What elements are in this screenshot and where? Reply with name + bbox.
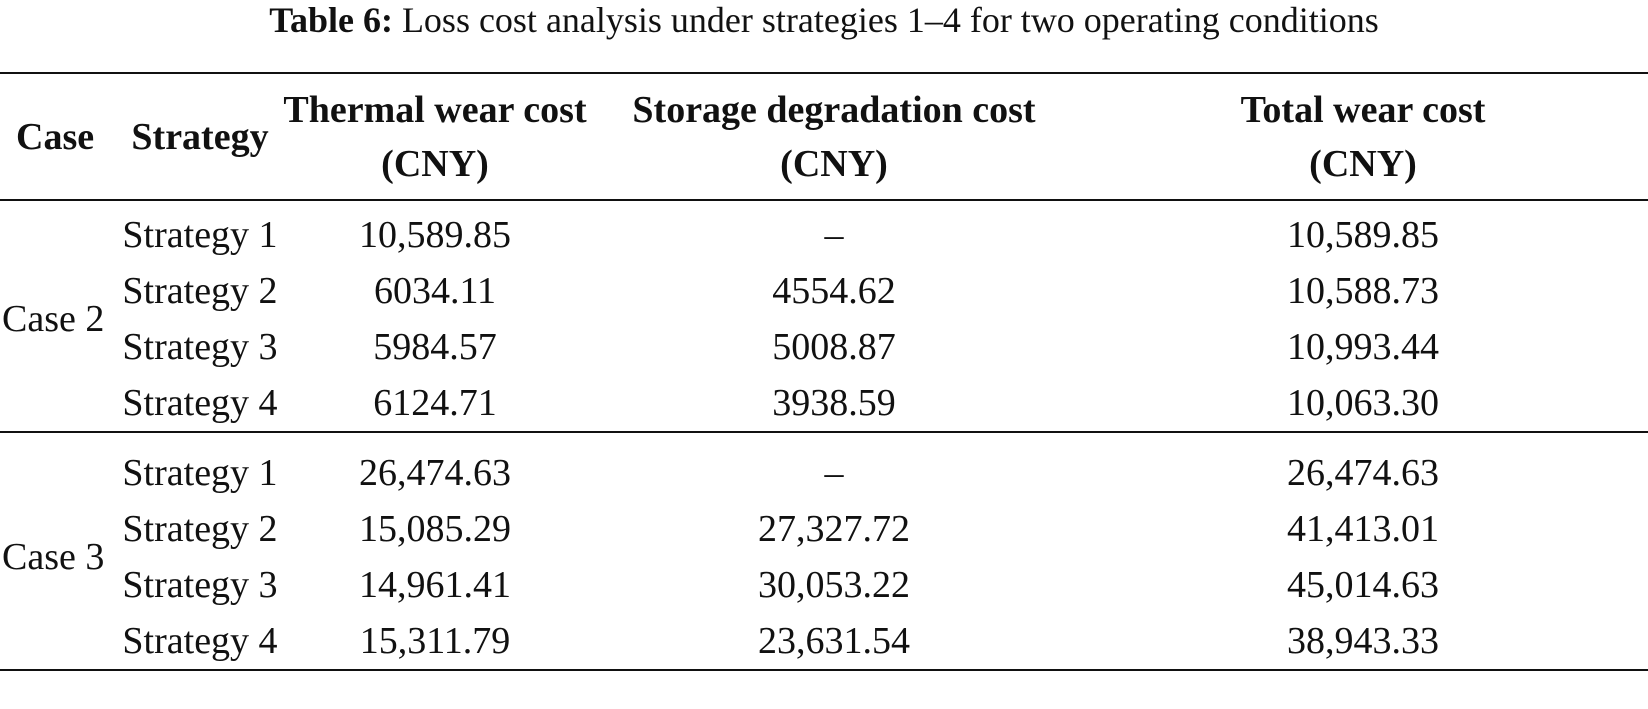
- total-cost-cell: 26,474.63: [1287, 452, 1439, 494]
- strategy-cell: Strategy 2: [122, 508, 278, 550]
- case-label: Case 2: [2, 298, 105, 340]
- table-row: Strategy 3 5984.57 5008.87 10,993.44: [0, 319, 1648, 375]
- strategy-cell: Strategy 4: [122, 382, 278, 424]
- total-cost-cell: 41,413.01: [1287, 508, 1439, 550]
- thermal-cost-cell: 6034.11: [373, 270, 497, 312]
- storage-cost-cell: 4554.62: [772, 270, 896, 312]
- thermal-cost-cell: 26,474.63: [359, 452, 511, 494]
- table-row: Strategy 2 15,085.29 27,327.72 41,413.01: [0, 501, 1648, 557]
- table-row: Case 3 Strategy 1 26,474.63 – 26,474.63: [0, 432, 1648, 578]
- caption-label: Table 6:: [269, 0, 393, 40]
- header-total-line1: Total wear cost: [1240, 88, 1486, 131]
- total-cost-cell: 38,943.33: [1287, 620, 1439, 662]
- table-row: Strategy 3 14,961.41 30,053.22 45,014.63: [0, 557, 1648, 613]
- table-row: Case 2 Strategy 1 10,589.85 – 10,589.85: [0, 200, 1648, 340]
- header-storage-line2: (CNY): [780, 142, 888, 185]
- header-thermal-line2: (CNY): [381, 142, 489, 185]
- caption-text: Loss cost analysis under strategies 1–4 …: [401, 0, 1379, 40]
- header-thermal: Thermal wear cost (CNY): [280, 73, 590, 200]
- table-row: Strategy 4 15,311.79 23,631.54 38,943.33: [0, 613, 1648, 670]
- thermal-cost-cell: 15,085.29: [359, 508, 511, 550]
- storage-cost-cell: 23,631.54: [758, 620, 910, 662]
- loss-cost-table: Case Strategy Thermal wear cost (CNY) St…: [0, 72, 1648, 671]
- group-case-2: Case 2 Strategy 1 10,589.85 – 10,589.85 …: [0, 200, 1648, 432]
- storage-cost-cell: 27,327.72: [758, 508, 910, 550]
- thermal-cost-cell: 10,589.85: [359, 214, 511, 256]
- header-total-line2: (CNY): [1309, 142, 1417, 185]
- table-caption: Table 6: Loss cost analysis under strate…: [0, 0, 1648, 38]
- strategy-cell: Strategy 1: [122, 214, 278, 256]
- storage-cost-cell: 3938.59: [772, 382, 896, 424]
- total-cost-cell: 10,588.73: [1287, 270, 1439, 312]
- header-total: Total wear cost (CNY): [1078, 73, 1648, 200]
- strategy-cell: Strategy 4: [122, 620, 278, 662]
- storage-cost-cell: –: [824, 214, 844, 256]
- total-cost-cell: 10,589.85: [1287, 214, 1439, 256]
- header-case: Case: [16, 115, 95, 158]
- strategy-cell: Strategy 3: [122, 326, 278, 368]
- storage-cost-cell: 5008.87: [772, 326, 896, 368]
- header-thermal-line1: Thermal wear cost: [283, 88, 587, 131]
- total-cost-cell: 10,993.44: [1287, 326, 1439, 368]
- header-strategy: Strategy: [131, 115, 269, 158]
- table-row: Strategy 2 6034.11 4554.62 10,588.73: [0, 263, 1648, 319]
- header-storage: Storage degradation cost (CNY): [590, 73, 1078, 200]
- strategy-cell: Strategy 1: [122, 452, 278, 494]
- header-row: Case Strategy Thermal wear cost (CNY) St…: [0, 73, 1648, 200]
- case-label: Case 3: [2, 536, 105, 578]
- total-cost-cell: 10,063.30: [1287, 382, 1439, 424]
- thermal-cost-cell: 14,961.41: [359, 564, 511, 606]
- storage-cost-cell: 30,053.22: [758, 564, 910, 606]
- total-cost-cell: 45,014.63: [1287, 564, 1439, 606]
- strategy-cell: Strategy 2: [122, 270, 278, 312]
- thermal-cost-cell: 5984.57: [373, 326, 497, 368]
- thermal-cost-cell: 15,311.79: [359, 620, 511, 662]
- thermal-cost-cell: 6124.71: [373, 382, 497, 424]
- strategy-cell: Strategy 3: [122, 564, 278, 606]
- storage-cost-cell: –: [824, 452, 844, 494]
- group-case-3: Case 3 Strategy 1 26,474.63 – 26,474.63 …: [0, 432, 1648, 670]
- header-storage-line1: Storage degradation cost: [632, 88, 1036, 131]
- table-row: Strategy 4 6124.71 3938.59 10,063.30: [0, 375, 1648, 432]
